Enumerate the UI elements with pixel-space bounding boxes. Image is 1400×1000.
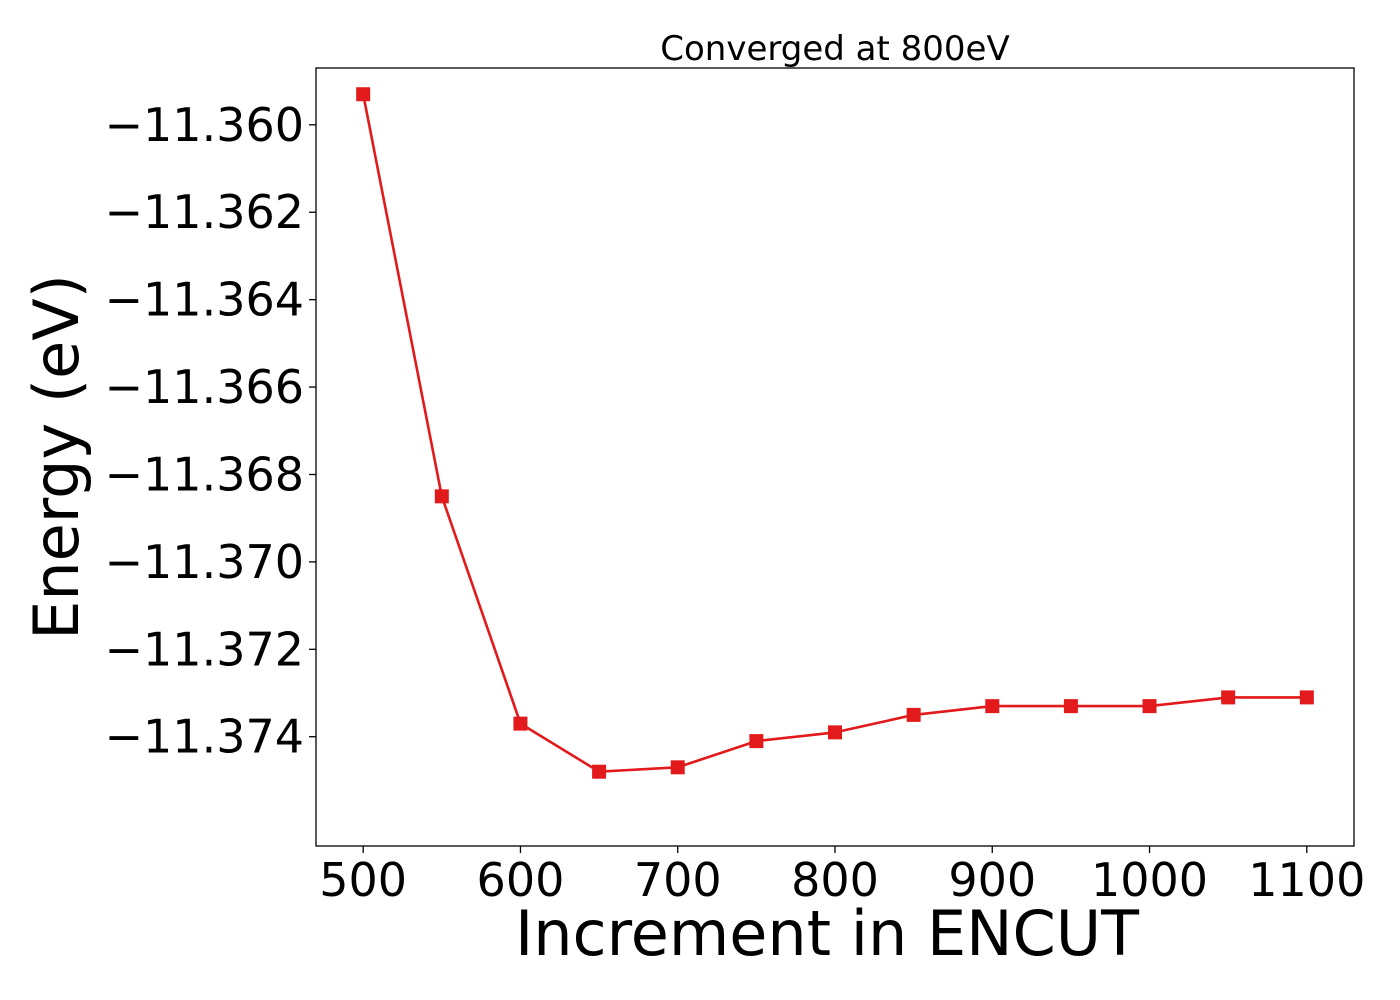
y-tick-label: −11.370 — [105, 535, 305, 589]
y-tick-label: −11.372 — [105, 622, 305, 676]
data-point-marker — [1221, 690, 1236, 705]
x-tick-label: 700 — [634, 853, 722, 907]
y-axis-ticks: −11.360 −11.362 −11.364 −11.366 −11.368 −11.3… — [105, 98, 316, 764]
x-tick-label: 900 — [948, 853, 1036, 907]
y-tick-label: −11.362 — [105, 185, 305, 239]
data-point-marker — [592, 764, 607, 779]
data-point-marker — [1299, 690, 1314, 705]
y-tick-label: −11.368 — [105, 447, 305, 501]
chart-title: Converged at 800eV — [660, 29, 1009, 69]
data-point-marker — [906, 707, 921, 722]
y-tick-label: −11.360 — [105, 98, 305, 152]
data-point-marker — [828, 725, 842, 740]
x-tick-label: 1100 — [1248, 853, 1365, 907]
data-point-marker — [1142, 699, 1157, 714]
y-tick-label: −11.364 — [105, 273, 305, 327]
x-tick-label: 500 — [319, 853, 407, 907]
x-axis-label: Increment in ENCUT — [515, 897, 1140, 970]
x-tick-label: 800 — [791, 853, 879, 907]
series-layer — [356, 87, 1314, 779]
data-point-marker — [1063, 699, 1078, 714]
data-point-marker — [434, 489, 449, 504]
x-tick-label: 1000 — [1091, 853, 1208, 907]
data-point-marker — [356, 87, 371, 102]
x-axis-ticks: 500 600 700 800 900 1000 1100 — [319, 846, 1365, 907]
data-point-marker — [513, 716, 528, 731]
data-point-marker — [749, 734, 764, 749]
data-point-marker — [985, 699, 1000, 714]
y-axis-label: Energy (eV) — [20, 274, 93, 640]
data-point-marker — [670, 760, 685, 775]
y-tick-label: −11.366 — [105, 360, 305, 414]
y-tick-label: −11.374 — [105, 710, 305, 764]
x-tick-label: 600 — [477, 853, 565, 907]
